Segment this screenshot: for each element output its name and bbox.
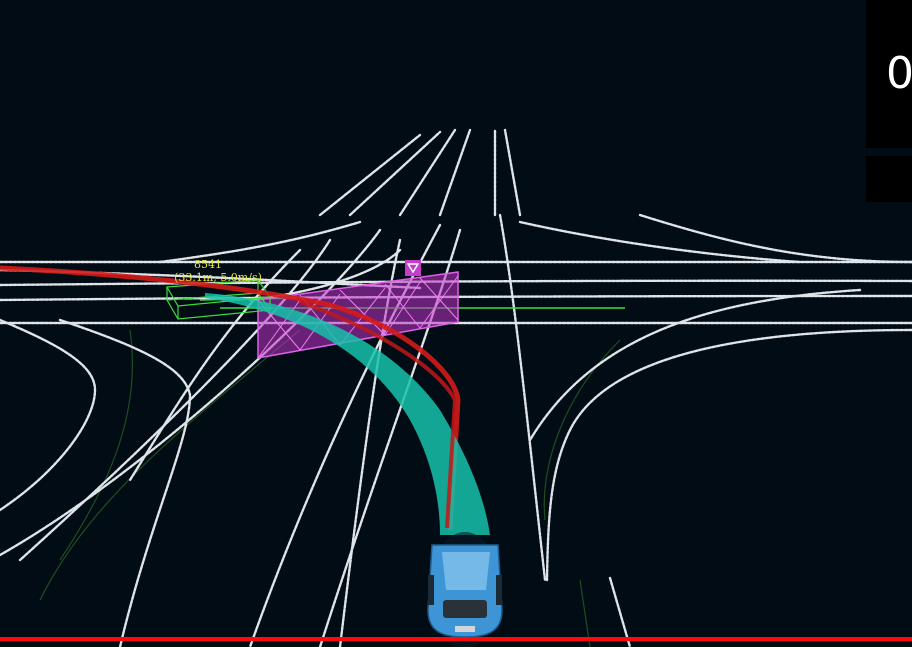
speed-panel: 0	[866, 0, 912, 148]
reference-line-front	[299, 300, 458, 529]
timeline-progress-bar[interactable]	[0, 637, 912, 641]
inverted-triangle-icon	[405, 260, 421, 276]
aux-panel	[866, 156, 912, 202]
car-icon	[427, 532, 503, 647]
obstacle-info-label: (33.1m, 5.0m/s)	[174, 271, 262, 284]
planned-path	[205, 293, 490, 535]
speed-value: 0	[886, 48, 912, 99]
obstacle-id-label: 8541	[194, 258, 222, 271]
reference-line	[0, 265, 461, 531]
